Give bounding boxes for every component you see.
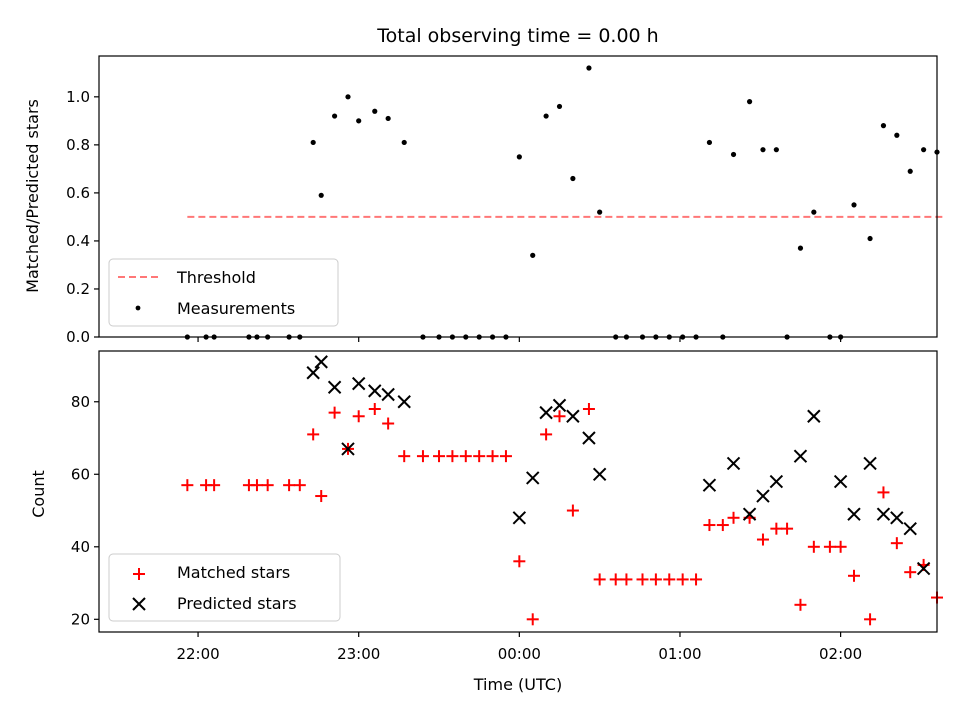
top-y-tick-label: 0.2	[66, 280, 90, 298]
x-tick-label: 22:00	[176, 645, 219, 663]
measurement-point	[798, 246, 803, 251]
bottom-y-axis-label: Count	[29, 470, 48, 518]
measurement-point	[851, 202, 856, 207]
measurement-point	[386, 116, 391, 121]
x-tick-label: 00:00	[498, 645, 541, 663]
legend-measurements-label: Measurements	[177, 299, 295, 318]
measurement-point	[319, 193, 324, 198]
measurement-point	[747, 99, 752, 104]
legend-threshold-label: Threshold	[176, 268, 256, 287]
top-y-tick-label: 0.8	[66, 136, 90, 154]
legend-measurements-swatch	[136, 306, 141, 311]
bottom-y-tick-label: 80	[71, 393, 90, 411]
top-y-tick-label: 0.0	[66, 328, 90, 346]
measurement-point	[894, 133, 899, 138]
measurement-point	[760, 147, 765, 152]
bottom-y-tick-label: 60	[71, 465, 90, 483]
measurement-point	[356, 118, 361, 123]
measurement-point	[332, 113, 337, 118]
top-y-tick-label: 0.6	[66, 184, 90, 202]
measurement-point	[881, 123, 886, 128]
bottom-legend: Matched stars Predicted stars	[109, 554, 340, 621]
measurement-point	[811, 210, 816, 215]
top-y-tick-label: 0.4	[66, 232, 90, 250]
measurement-point	[731, 152, 736, 157]
measurement-point	[530, 253, 535, 258]
measurement-point	[517, 154, 522, 159]
bottom-y-tick-label: 40	[71, 538, 90, 556]
measurement-point	[921, 147, 926, 152]
bottom-y-tick-label: 20	[71, 610, 90, 628]
measurement-point	[402, 140, 407, 145]
top-y-tick-label: 1.0	[66, 88, 90, 106]
measurement-point	[557, 104, 562, 109]
measurement-point	[372, 109, 377, 114]
figure: Total observing time = 0.00 h Matched/Pr…	[0, 0, 960, 720]
measurement-point	[311, 140, 316, 145]
top-chart-title: Total observing time = 0.00 h	[376, 25, 658, 47]
x-tick-label: 23:00	[337, 645, 380, 663]
x-tick-label: 01:00	[658, 645, 701, 663]
measurement-point	[867, 236, 872, 241]
measurement-point	[570, 176, 575, 181]
measurement-point	[597, 210, 602, 215]
measurement-point	[345, 94, 350, 99]
top-y-axis-label: Matched/Predicted stars	[23, 99, 42, 293]
legend-matched-label: Matched stars	[177, 563, 290, 582]
measurement-point	[586, 65, 591, 70]
x-tick-label: 02:00	[819, 645, 862, 663]
measurement-point	[908, 169, 913, 174]
measurement-point	[544, 113, 549, 118]
bottom-x-axis-label: Time (UTC)	[473, 675, 562, 694]
top-legend: Threshold Measurements	[109, 259, 338, 326]
legend-predicted-label: Predicted stars	[177, 594, 297, 613]
measurement-point	[774, 147, 779, 152]
measurement-point	[707, 140, 712, 145]
